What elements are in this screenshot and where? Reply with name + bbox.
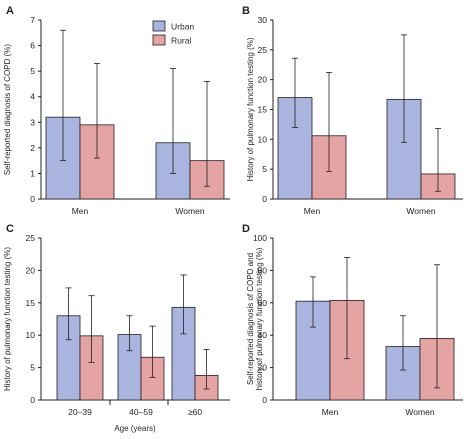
y-tick-label: 0 [30,395,35,405]
panel-a: A 0 1 2 3 4 5 6 7 Self-reported diagnosis of COPD… [3,5,230,216]
y-tick-label: 25 [26,233,36,243]
x-tick-label: Men [72,206,89,216]
y-tick-label: 0 [30,194,35,204]
y-tick-label: 40 [258,330,268,340]
x-tick-label: Men [322,407,339,417]
y-tick-label: 15 [26,298,36,308]
panel-letter: A [6,5,14,17]
y-axis-title: Self-reported diagnosis of COPD (%) [3,44,12,176]
x-tick-label: Women [405,407,434,417]
panel-b: B 0 5 10 15 20 25 30 History of pulmonary functi… [242,5,463,216]
y-tick-label: 3 [30,117,35,127]
x-axis-title: Age (years) [114,424,156,433]
panel-letter: D [242,223,250,235]
panel-c: C 0 5 10 15 20 25 History of pulmonary function… [3,223,230,433]
y-axis-title: History of pulmonary function testing (%… [3,247,12,391]
y-tick-label: 4 [30,92,35,102]
legend-swatch-rural [152,34,166,46]
y-tick-label: 5 [30,363,35,373]
bar-rural-men [79,124,115,200]
x-tick-label: 20–39 [68,407,92,417]
x-tick-label: Women [175,206,204,216]
legend-label-rural: Rural [171,36,191,46]
legend: Urban Rural [152,20,194,46]
y-tick-label: 6 [30,41,35,51]
panel-letter: C [6,223,14,235]
y-tick-label: 7 [30,15,35,25]
y-tick-label: 60 [258,298,268,308]
legend-swatch-urban [152,20,166,32]
y-tick-label: 20 [258,363,268,373]
x-tick-label: 40–59 [129,407,153,417]
x-tick-label: ≥60 [188,407,202,417]
y-axis-title: Self-reported diagnosis of COPD and [246,253,255,385]
y-tick-label: 5 [30,66,35,76]
x-tick-label: Men [304,206,321,216]
y-tick-label: 10 [26,330,36,340]
y-tick-label: 80 [258,265,268,275]
legend-label-urban: Urban [171,22,194,32]
x-tick-label: Women [406,206,435,216]
y-tick-label: 0 [262,395,267,405]
y-tick-label: 100 [253,233,267,243]
y-tick-label: 20 [26,265,36,275]
y-tick-label: 0 [262,194,267,204]
y-tick-label: 2 [30,143,35,153]
y-tick-label: 20 [258,75,268,85]
panel-letter: B [242,5,250,17]
panel-d: D 0 20 40 60 80 100 Self-reported diagnosis of … [242,223,463,417]
y-tick-label: 10 [258,134,268,144]
y-axis-title: History of pulmonary function testing (%… [246,37,255,181]
y-axis-title: history of pulmonary function testing (%… [255,247,264,390]
y-tick-label: 15 [258,105,268,115]
y-tick-label: 25 [258,45,268,55]
y-tick-label: 1 [30,168,35,178]
y-tick-label: 30 [258,15,268,25]
y-tick-label: 5 [262,164,267,174]
